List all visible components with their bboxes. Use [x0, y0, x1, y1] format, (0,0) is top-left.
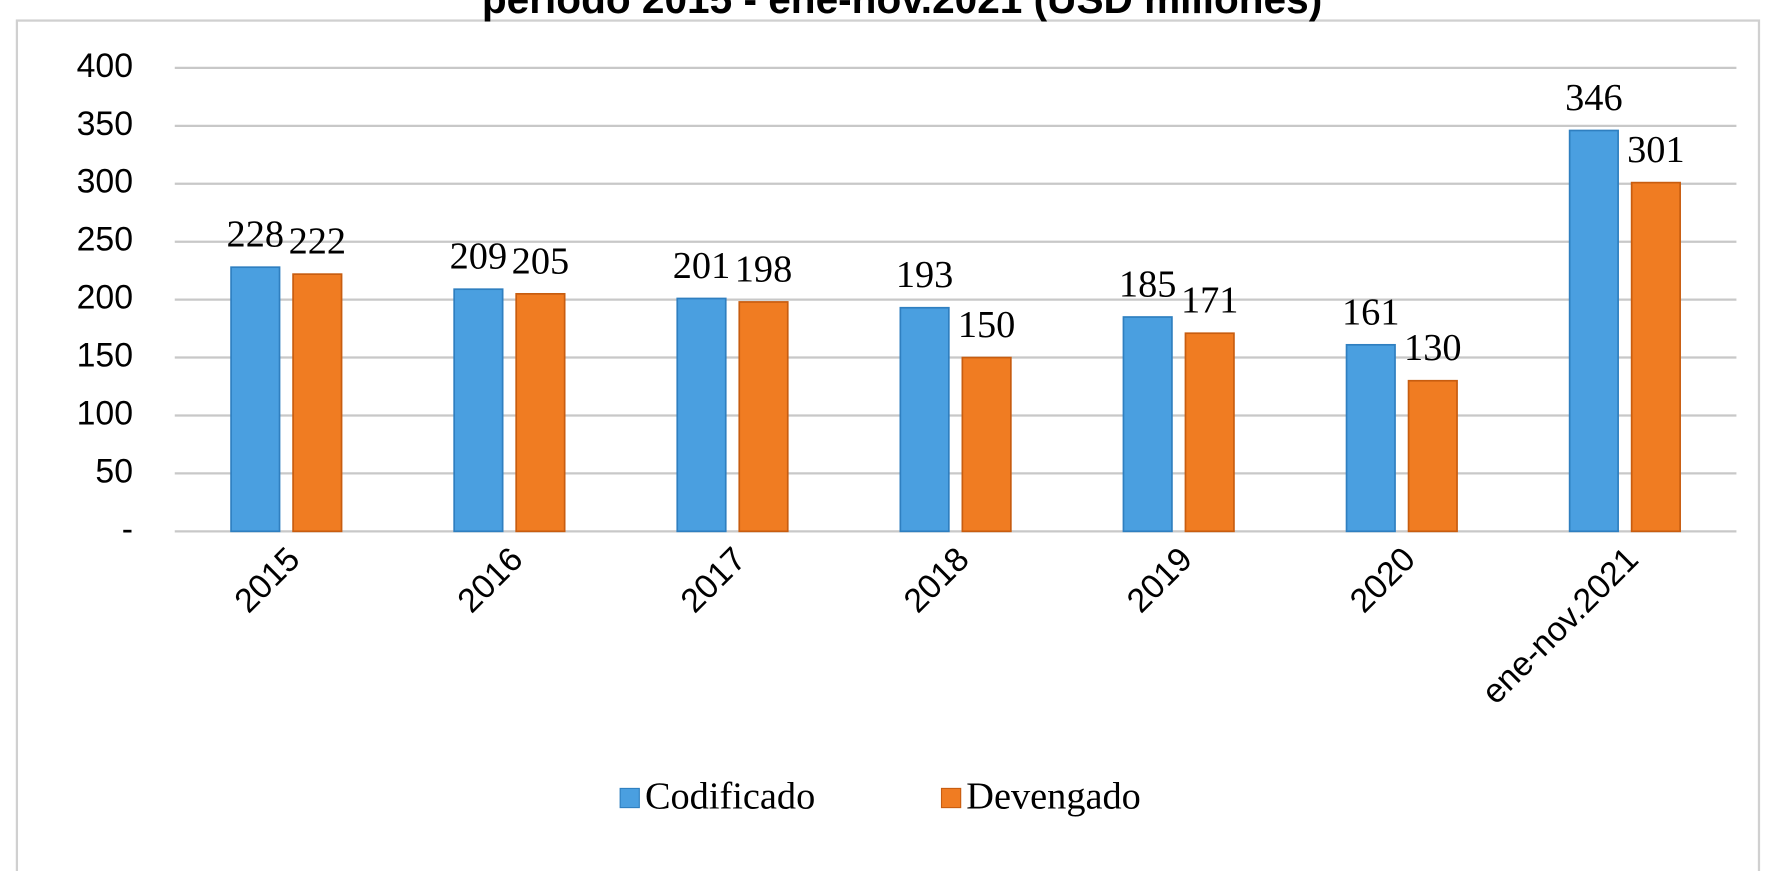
x-tick-label: 2018	[897, 540, 977, 620]
y-tick-label: 100	[77, 394, 133, 432]
data-label: 130	[1404, 327, 1462, 369]
x-tick-label: 2019	[1120, 540, 1200, 620]
bar	[961, 356, 1012, 533]
bar	[676, 297, 727, 533]
bar	[292, 273, 343, 533]
chart-frame	[15, 19, 1761, 871]
legend-label: Devengado	[966, 775, 1141, 817]
x-tick-label: 2016	[450, 540, 530, 620]
data-label: 205	[512, 240, 570, 282]
data-label: 193	[896, 254, 954, 296]
legend-label: Codificado	[645, 775, 815, 817]
legend-swatch	[940, 787, 962, 809]
data-label: 301	[1627, 129, 1685, 171]
bar	[1122, 316, 1173, 533]
bar	[453, 288, 504, 533]
x-tick-label: ene-nov.2021	[1475, 540, 1646, 711]
bar	[1184, 332, 1235, 533]
y-tick-label: 50	[95, 452, 133, 490]
y-tick-label: 250	[77, 221, 133, 259]
x-tick-label: 2020	[1343, 540, 1423, 620]
y-tick-label: 150	[77, 336, 133, 374]
x-tick-label: 2015	[227, 540, 307, 620]
bar	[515, 292, 566, 533]
data-label: 201	[673, 245, 731, 287]
data-label: 346	[1565, 77, 1623, 119]
data-label: 171	[1181, 280, 1239, 322]
bar	[1568, 129, 1619, 533]
data-label: 161	[1342, 291, 1400, 333]
x-tick-label: 2017	[673, 540, 753, 620]
bar	[1630, 181, 1681, 533]
y-tick-label: 300	[77, 163, 133, 201]
bar	[1345, 343, 1396, 533]
data-label: 198	[735, 248, 793, 290]
bar	[1407, 379, 1458, 533]
bar	[738, 301, 789, 533]
y-tick-label: 200	[77, 279, 133, 317]
data-label: 222	[289, 221, 347, 263]
y-tick-label: -	[122, 510, 133, 548]
data-label: 209	[450, 236, 508, 278]
bar	[899, 306, 950, 533]
y-tick-label: 400	[77, 47, 133, 85]
data-label: 185	[1119, 263, 1177, 305]
y-tick-label: 350	[77, 105, 133, 143]
chart-title: período 2015 - ene-nov.2021 (USD millone…	[482, 0, 1322, 22]
data-label: 150	[958, 304, 1016, 346]
bar	[230, 266, 281, 533]
legend-swatch	[619, 787, 640, 809]
data-label: 228	[227, 214, 284, 256]
